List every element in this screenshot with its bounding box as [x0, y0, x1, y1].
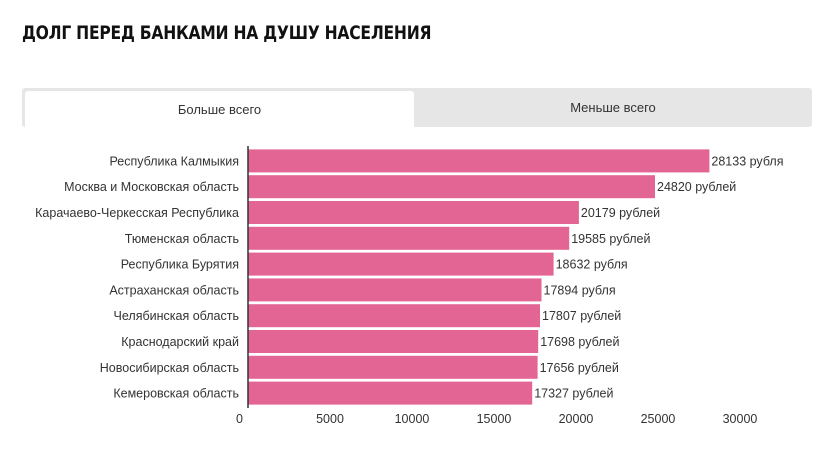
- x-tick-label: 5000: [316, 412, 344, 426]
- bar: [248, 304, 540, 328]
- bar: [248, 330, 539, 353]
- value-label: 17807 рублей: [542, 309, 621, 323]
- tab-most[interactable]: Больше всего: [25, 91, 414, 127]
- category-label: Республика Бурятия: [121, 258, 239, 272]
- x-tick-label: 30000: [723, 412, 758, 426]
- bar: [248, 278, 542, 302]
- bar: [248, 355, 538, 379]
- category-label: Краснодарский край: [121, 335, 239, 349]
- bar: [248, 226, 570, 250]
- x-tick-label: 15000: [477, 412, 512, 426]
- value-label: 18632 рубля: [556, 258, 628, 272]
- x-tick-label: 25000: [641, 412, 676, 426]
- chart-title: ДОЛГ ПЕРЕД БАНКАМИ НА ДУШУ НАСЕЛЕНИЯ: [22, 22, 432, 44]
- value-label: 24820 рублей: [657, 180, 736, 194]
- category-label: Тюменская область: [125, 232, 239, 246]
- value-label: 19585 рублей: [571, 232, 650, 246]
- category-label: Карачаево-Черкесская Республика: [35, 206, 239, 220]
- x-tick-label: 0: [236, 412, 243, 426]
- tab-least[interactable]: Меньше всего: [570, 100, 656, 115]
- x-tick-label: 20000: [559, 412, 594, 426]
- value-label: 20179 рублей: [581, 206, 660, 220]
- category-label: Челябинская область: [114, 309, 239, 323]
- value-label: 28133 рубля: [711, 154, 783, 168]
- bar: [248, 149, 710, 173]
- category-label: Москва и Московская область: [64, 180, 239, 194]
- bar: [248, 201, 579, 224]
- value-label: 17894 рубля: [544, 283, 616, 297]
- category-label: Астраханская область: [109, 283, 239, 297]
- value-label: 17656 рублей: [540, 361, 619, 375]
- category-label: Кемеровская область: [113, 387, 239, 401]
- bar: [248, 175, 655, 199]
- category-label: Республика Калмыкия: [109, 154, 239, 168]
- value-label: 17327 рублей: [534, 387, 613, 401]
- bar: [248, 252, 554, 276]
- x-tick-label: 10000: [395, 412, 430, 426]
- tab-bar: Больше всего Меньше всего: [22, 88, 812, 127]
- category-label: Новосибирская область: [100, 361, 239, 375]
- value-label: 17698 рублей: [540, 335, 619, 349]
- bar: [248, 381, 533, 405]
